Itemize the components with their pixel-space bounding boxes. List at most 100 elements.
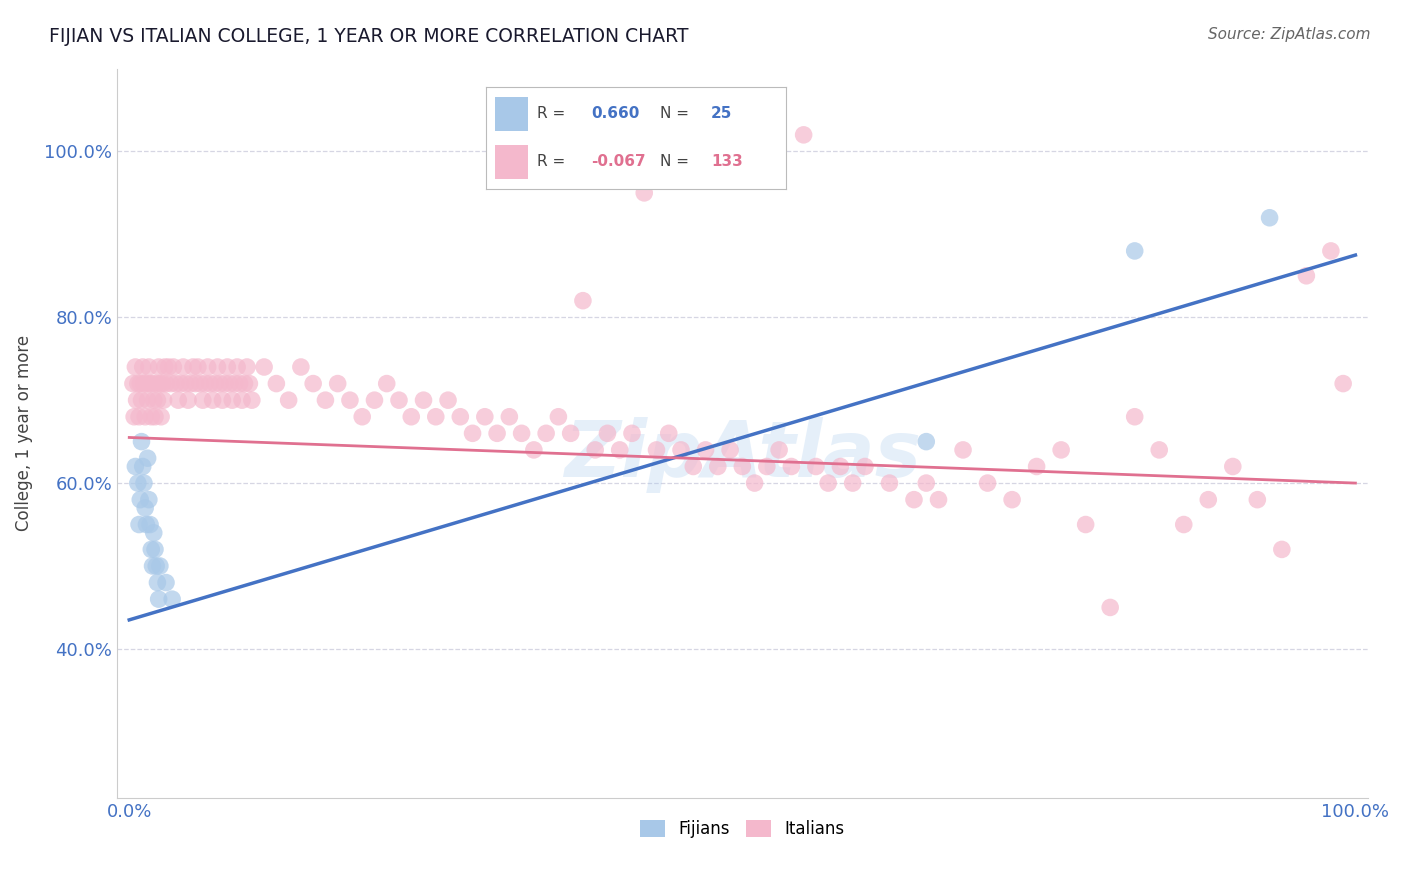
Point [1173, 517, 1195, 532]
Point [498, 409, 520, 424]
Point [141, 376, 163, 391]
Point [167, 393, 190, 408]
Point [127, 476, 149, 491]
Point [132, 459, 155, 474]
Point [633, 186, 655, 200]
Point [162, 359, 184, 374]
Point [486, 426, 509, 441]
Point [207, 359, 229, 374]
Point [191, 393, 214, 408]
Point [718, 442, 741, 457]
Point [1295, 268, 1317, 283]
Point [128, 517, 150, 532]
Point [131, 434, 153, 449]
Point [731, 459, 754, 474]
Point [145, 559, 167, 574]
Point [221, 393, 243, 408]
Text: FIJIAN VS ITALIAN COLLEGE, 1 YEAR OR MORE CORRELATION CHART: FIJIAN VS ITALIAN COLLEGE, 1 YEAR OR MOR… [49, 27, 689, 45]
Point [155, 376, 177, 391]
Point [150, 376, 173, 391]
Point [138, 492, 160, 507]
Point [534, 426, 557, 441]
Point [184, 376, 207, 391]
Point [204, 376, 226, 391]
Point [135, 376, 157, 391]
Point [326, 376, 349, 391]
Point [124, 359, 146, 374]
Point [201, 393, 224, 408]
Point [142, 525, 165, 540]
Point [903, 492, 925, 507]
Point [187, 359, 209, 374]
Point [228, 376, 250, 391]
Point [233, 376, 256, 391]
Legend: Fijians, Italians: Fijians, Italians [633, 813, 852, 845]
Point [136, 393, 159, 408]
Point [236, 359, 259, 374]
Point [449, 409, 471, 424]
Point [461, 426, 484, 441]
Point [560, 426, 582, 441]
Point [804, 459, 827, 474]
Point [879, 476, 901, 491]
Point [138, 359, 160, 374]
Point [124, 459, 146, 474]
Point [1258, 211, 1281, 225]
Point [134, 409, 156, 424]
Point [150, 409, 173, 424]
Point [437, 393, 460, 408]
Point [128, 409, 150, 424]
Point [572, 293, 595, 308]
Point [755, 459, 778, 474]
Point [302, 376, 325, 391]
Point [609, 442, 631, 457]
Point [142, 393, 165, 408]
Point [127, 376, 149, 391]
Point [152, 393, 174, 408]
Point [707, 459, 730, 474]
Point [266, 376, 288, 391]
Point [131, 393, 153, 408]
Point [177, 393, 200, 408]
Point [157, 359, 180, 374]
Text: ZipAtlas: ZipAtlas [564, 417, 921, 493]
Point [1025, 459, 1047, 474]
Point [160, 592, 183, 607]
Point [132, 476, 155, 491]
Point [198, 376, 221, 391]
Point [143, 542, 166, 557]
Point [1123, 409, 1146, 424]
Point [224, 376, 246, 391]
Point [132, 376, 155, 391]
Point [122, 376, 145, 391]
Point [194, 376, 217, 391]
Point [197, 359, 219, 374]
Point [510, 426, 533, 441]
Point [122, 409, 145, 424]
Point [132, 359, 155, 374]
Point [181, 359, 204, 374]
Point [145, 376, 167, 391]
Point [1099, 600, 1122, 615]
Point [695, 442, 717, 457]
Point [135, 517, 157, 532]
Point [1147, 442, 1170, 457]
Point [523, 442, 546, 457]
Point [793, 128, 815, 142]
Point [172, 359, 194, 374]
Point [218, 376, 240, 391]
Point [388, 393, 411, 408]
Point [780, 459, 803, 474]
Point [596, 426, 619, 441]
Point [352, 409, 374, 424]
Point [830, 459, 852, 474]
Point [817, 476, 839, 491]
Point [155, 575, 177, 590]
Point [976, 476, 998, 491]
Point [1271, 542, 1294, 557]
Point [143, 409, 166, 424]
Point [425, 409, 447, 424]
Point [1222, 459, 1244, 474]
Point [744, 476, 766, 491]
Point [148, 592, 170, 607]
